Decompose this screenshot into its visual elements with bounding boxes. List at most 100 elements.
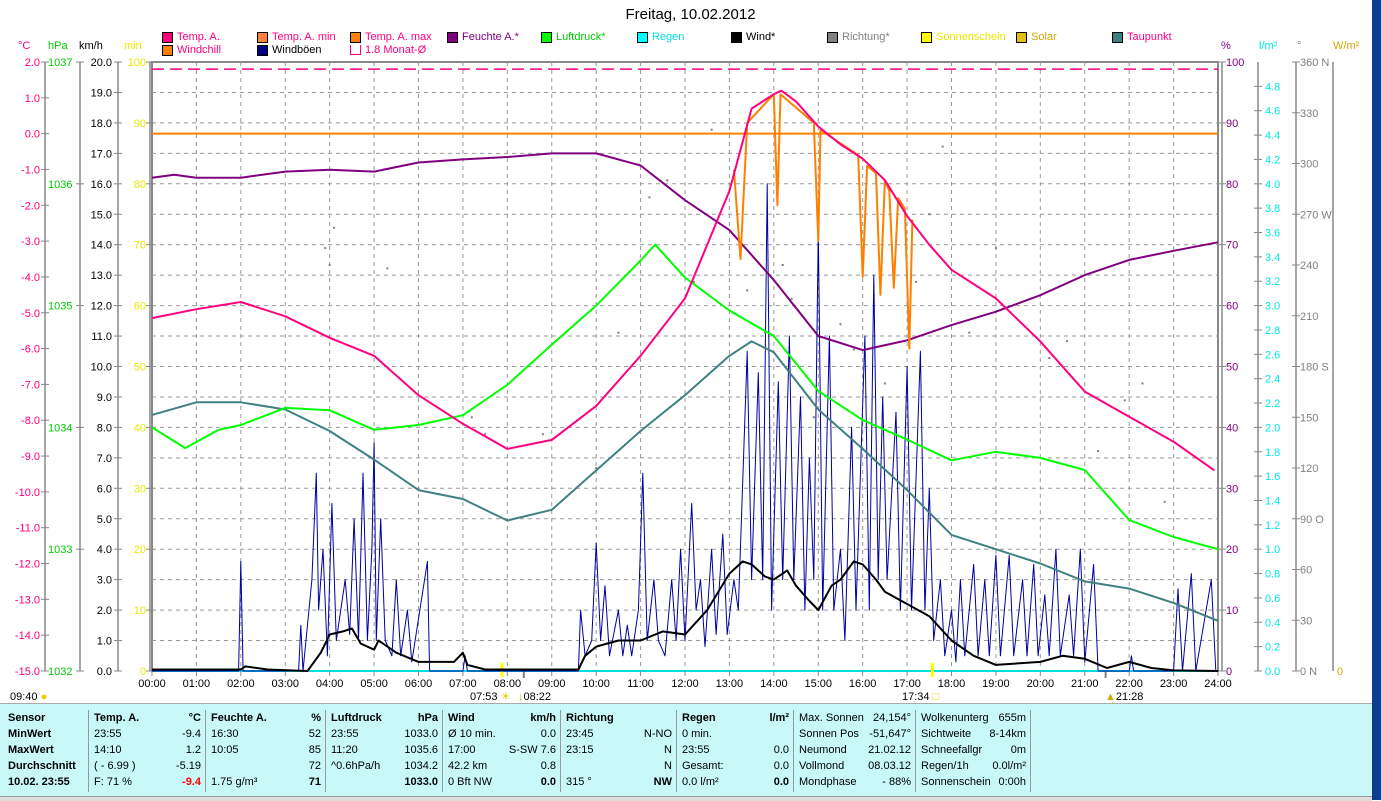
unit-percent: % [1221,40,1231,52]
unit-wm2: W/m² [1333,40,1360,52]
stats-row: ^0.6hPa/h 1034.2 [325,758,442,774]
legend-item: Windböen [257,44,322,56]
chart-title: Freitag, 10.02.2012 [625,6,756,23]
sun-minutes-axis-tick-label: 60 [134,301,146,313]
temp-axis-tick-label: -4.0 [21,272,40,284]
direction-axis-tick-label: 0 N [1300,666,1317,678]
stats-value: 71 [308,776,321,788]
legend-item: Feuchte A.* [447,31,519,43]
stats-row: 10:05 85 [205,742,325,758]
direction-point [617,331,620,334]
stats-label: Sonnenschein [921,776,991,788]
sunset-time: 17:34 [902,691,930,703]
stats-row: 42.2 km 0.8 [442,758,560,774]
rain-axis-tick-label: 3.8 [1265,203,1280,215]
x-tick-label: 14:00 [760,678,788,690]
stats-label: Sichtweite [921,728,972,740]
sun-icon: □ [932,691,940,703]
pressure-axis-tick-label: 1036 [48,179,72,191]
legend-swatch [257,31,268,43]
legend-label: Solar [1031,31,1057,43]
rain-axis-tick-label: 3.6 [1265,228,1280,240]
legend-swatch [731,31,742,43]
pressure-axis-tick-label: 1033 [48,544,72,556]
status-bar [0,796,1372,801]
sun-marker-left-time: 09:40 [10,691,38,703]
x-tick-label: 04:00 [316,678,344,690]
temp-axis-tick-label: -11.0 [16,523,40,535]
wind-axis-tick-label: 11.0 [91,331,112,343]
direction-point [790,297,793,300]
stats-value: 85 [308,744,321,756]
legend-item: Temp. A. min [257,31,336,43]
x-tick-label: 18:00 [938,678,966,690]
wind-axis-tick-label: 4.0 [97,544,112,556]
stats-row: 17:00 S-SW 7.6 [442,742,560,758]
direction-point [1163,500,1166,503]
stats-row: Gesamt: 0.0 [676,758,793,774]
wind-axis-tick-label: 13.0 [91,270,112,282]
stats-row: Vollmond 08.03.12 [793,758,915,774]
humidity-axis-tick-label: 50 [1226,362,1238,374]
direction-point [710,128,713,131]
direction-point [1141,382,1144,385]
rain-axis-tick-label: 4.2 [1265,154,1280,166]
legend-swatch [257,44,268,56]
legend-swatch [350,31,361,43]
series-feuchte-a-line [151,152,1219,352]
stats-header: Temp. A. °C [88,710,205,726]
stats-header: Wolkenunterg 655m [915,710,1030,726]
wind-axis-tick-label: 16.0 [91,179,112,191]
stats-row: 23:55 0.0 [676,742,793,758]
wind-axis-tick-label: 19.0 [91,87,112,99]
stats-column: Luftdruck hPa 23:55 1033.0 11:20 1035.6 ^0.6hP… [325,710,443,792]
stats-value: N-NO [643,728,672,740]
sun-minutes-axis-tick-label: 0 [140,666,146,678]
legend-item: Wind* [731,31,775,43]
legend-swatch [350,45,361,55]
rain-axis-tick-label: 3.2 [1265,276,1280,288]
legend-label: Richtung* [842,31,890,43]
stats-value: 1033.0 [404,776,438,788]
temp-axis-tick-label: -10.0 [15,487,40,499]
stats-value: 72 [308,760,321,772]
stats-value: 0.0 [773,744,789,756]
stats-label: Regen/1h [921,760,969,772]
stats-row: 72 [205,758,325,774]
stats-header: Richtung [560,710,676,726]
stats-label: Mondphase [799,776,857,788]
stats-row: Sonnen Pos -51,647° [793,726,915,742]
stats-value: 0.0 [773,760,789,772]
sunrise-marker: 07:53 ☀ [470,691,510,703]
stats-value: N [664,744,672,756]
stats-label: Neumond [799,744,847,756]
rain-axis-tick-label: 0.8 [1265,569,1280,581]
temp-axis-tick-label: -6.0 [21,344,40,356]
weather-chart: -15.0 -14.0 -13.0 -12.0 -11.0 -10.0 -9.0 -8.0 -7… [15,57,1343,690]
stats-label: 10.02. 23:55 [8,776,70,788]
stats-value: NW [653,776,672,788]
direction-point [994,247,997,250]
direction-point [746,289,749,292]
direction-point [968,331,971,334]
direction-point [324,247,327,250]
rain-axis-tick-label: 1.4 [1265,495,1280,507]
rain-axis-tick-label: 2.0 [1265,422,1280,434]
direction-point [1097,450,1100,453]
sun-minutes-axis-tick-label: 70 [134,240,146,252]
stats-label: 14:10 [94,744,122,756]
direction-axis-tick-label: 210 [1300,311,1318,323]
legend-swatch [921,31,932,43]
series-temp-a-line [151,89,1215,472]
series-windb-en-line [152,183,1218,672]
rain-axis-tick-label: 0.6 [1265,593,1280,605]
legend-item: Solar [1016,31,1057,43]
unit-degree: ° [1297,40,1302,52]
stats-label: Temp. A. [94,712,140,724]
wind-axis-tick-label: 17.0 [91,148,112,160]
direction-axis-tick-label: 30 [1300,615,1312,627]
legend-label: Temp. A. [177,31,220,43]
stats-label: 23:55 [682,744,710,756]
stats-value: 1.2 [185,744,201,756]
stats-label: Schneefallgr [921,744,983,756]
